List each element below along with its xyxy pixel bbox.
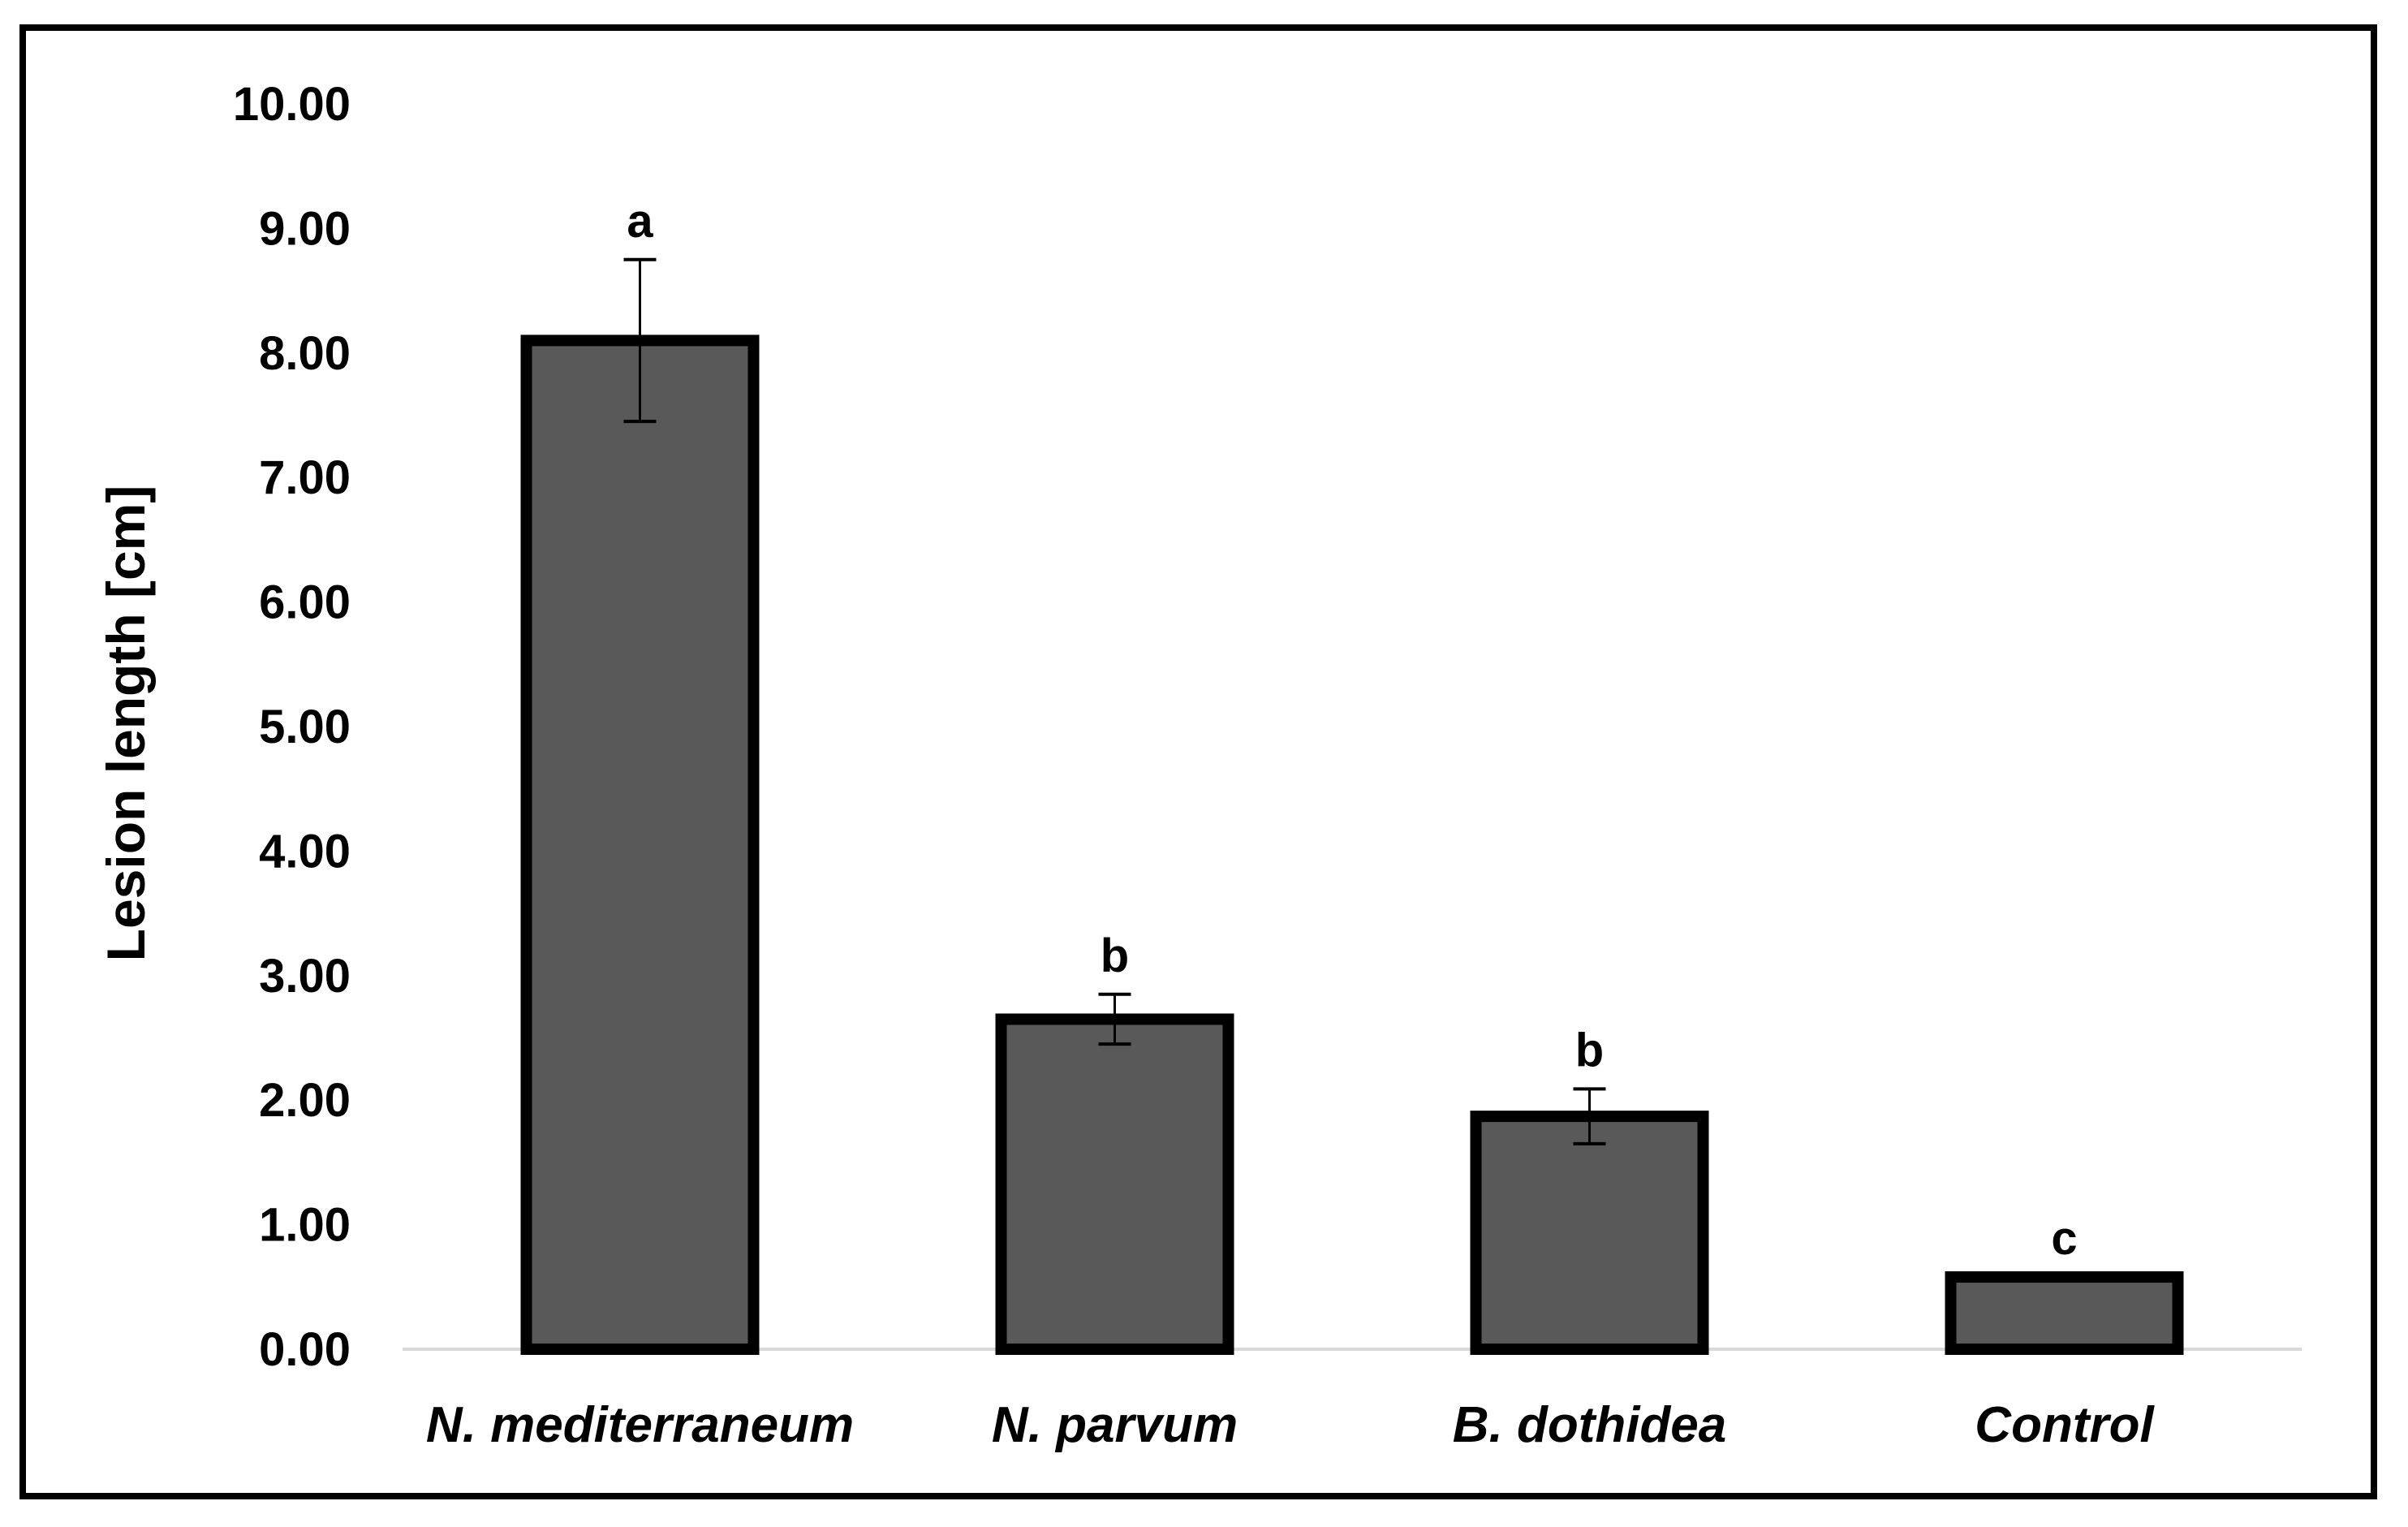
bar bbox=[1945, 1271, 2184, 1355]
y-tick-label: 8.00 bbox=[259, 327, 351, 380]
y-tick-label: 0.00 bbox=[259, 1323, 351, 1376]
y-tick-label: 10.00 bbox=[233, 78, 351, 131]
y-tick-label: 3.00 bbox=[259, 950, 351, 1003]
chart-frame: Lesion length [cm] 0.00 1.00 2.00 3.00 4.00 5… bbox=[19, 24, 2377, 1499]
bar bbox=[1470, 1111, 1709, 1355]
x-category-label: Control bbox=[1975, 1397, 2155, 1453]
significance-letter: c bbox=[2051, 1212, 2077, 1265]
y-tick-label: 9.00 bbox=[259, 202, 351, 255]
x-category-label: N. mediterraneum bbox=[426, 1397, 854, 1453]
significance-letter: b bbox=[1101, 930, 1129, 982]
bar bbox=[520, 334, 760, 1356]
significance-letter: a bbox=[627, 195, 653, 248]
y-tick-label: 4.00 bbox=[259, 825, 351, 878]
y-tick-label: 2.00 bbox=[259, 1074, 351, 1127]
x-category-label: B. dothidea bbox=[1453, 1397, 1727, 1453]
y-tick-label: 6.00 bbox=[259, 576, 351, 629]
y-tick-label: 5.00 bbox=[259, 701, 351, 753]
bar bbox=[995, 1013, 1234, 1355]
y-axis-title: Lesion length [cm] bbox=[96, 485, 156, 962]
x-category-label: N. parvum bbox=[992, 1397, 1238, 1453]
y-tick-label: 7.00 bbox=[259, 451, 351, 504]
significance-letter: b bbox=[1575, 1024, 1604, 1076]
bar-chart: Lesion length [cm] 0.00 1.00 2.00 3.00 4.00 5… bbox=[96, 78, 2302, 1453]
y-tick-label: 1.00 bbox=[259, 1199, 351, 1252]
